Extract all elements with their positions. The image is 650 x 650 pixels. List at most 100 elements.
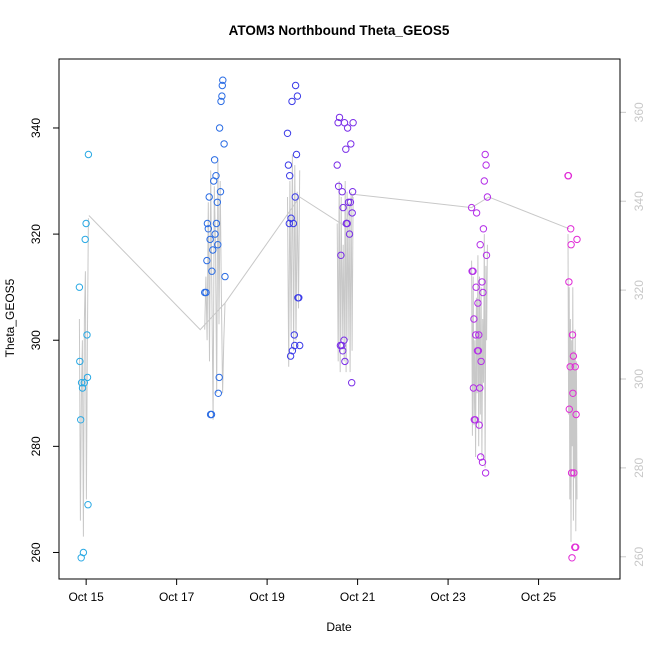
data-point [469, 267, 477, 275]
data-point [203, 219, 212, 228]
data-point [478, 458, 487, 466]
data-point [204, 225, 213, 233]
y-tick-label: 260 [29, 542, 43, 562]
data-point [84, 501, 92, 509]
data-point [570, 469, 578, 477]
x-tick-label: Oct 23 [430, 590, 466, 604]
data-point [208, 267, 216, 275]
data-point [472, 209, 481, 217]
data-point [207, 410, 216, 419]
data-point [567, 241, 575, 249]
data-point [348, 379, 356, 387]
data-point [479, 225, 488, 233]
data-point [481, 469, 490, 477]
data-point [470, 315, 478, 323]
axis-layer: 260 280 300 320 340 260 280 300 320 340 360 Oct 15 O… [29, 102, 646, 604]
data-point [476, 384, 484, 392]
data-point [565, 278, 573, 286]
x-tick-label: Oct 25 [521, 590, 557, 604]
data-point [210, 156, 219, 164]
data-point [483, 193, 492, 201]
right-y-tick-label: 340 [632, 191, 646, 211]
data-point [83, 331, 91, 339]
data-point [344, 198, 353, 207]
data-point [283, 129, 292, 138]
data-point [339, 347, 347, 355]
y-tick-label: 340 [29, 118, 43, 138]
data-point [286, 172, 294, 180]
chart-title: ATOM3 Northbound Theta_GEOS5 [229, 23, 450, 38]
data-point [482, 161, 490, 169]
data-point [340, 336, 348, 344]
data-point [216, 188, 225, 196]
data-point [80, 379, 89, 387]
data-point [203, 256, 211, 265]
y-tick-label: 320 [29, 224, 43, 244]
flight-profile-line [287, 154, 301, 367]
right-y-tick-label: 260 [632, 546, 646, 566]
data-point [219, 76, 227, 84]
x-tick-label: Oct 17 [159, 590, 195, 604]
plot-frame [58, 58, 621, 580]
data-point [481, 150, 489, 159]
data-point [215, 124, 224, 132]
data-point [334, 182, 343, 191]
y-axis-label: Theta_GEOS5 [3, 278, 17, 357]
data-point [565, 405, 573, 413]
data-point [568, 554, 576, 562]
data-point [291, 341, 299, 350]
data-point [343, 219, 351, 228]
data-point [218, 92, 226, 100]
data-point [477, 357, 485, 366]
data-point [82, 219, 90, 228]
right-y-tick-label: 360 [632, 102, 646, 122]
data-point [288, 97, 296, 106]
x-tick-label: Oct 21 [340, 590, 376, 604]
right-y-tick-label: 300 [632, 369, 646, 389]
data-point [341, 357, 349, 366]
data-point [75, 283, 84, 291]
data-point [337, 251, 345, 260]
data-point [291, 193, 299, 201]
data-point [220, 140, 228, 148]
right-y-tick-label: 320 [632, 280, 646, 300]
data-point [568, 331, 577, 339]
data-point [566, 363, 574, 371]
data-point [83, 373, 92, 382]
data-point [348, 188, 357, 196]
data-point [289, 219, 298, 228]
data-point [482, 251, 491, 260]
data-point [564, 172, 573, 180]
data-point [78, 384, 87, 392]
data-point [292, 150, 301, 159]
data-point [77, 379, 86, 387]
data-point [215, 373, 223, 382]
data-point [572, 410, 580, 419]
data-point [296, 341, 304, 350]
point-layer [75, 76, 581, 562]
data-point [474, 299, 482, 307]
data-point [209, 246, 217, 254]
data-point [218, 81, 227, 90]
data-point [479, 288, 487, 297]
data-point [349, 119, 357, 127]
data-point [474, 347, 483, 355]
data-point [471, 416, 479, 424]
data-point [212, 219, 221, 228]
data-point [571, 363, 579, 371]
data-point [333, 161, 341, 169]
data-point [472, 283, 480, 291]
data-point [569, 389, 577, 397]
data-point [295, 294, 303, 302]
y-tick-label: 280 [29, 436, 43, 456]
data-point [285, 219, 293, 228]
data-point [475, 331, 483, 339]
data-point [212, 172, 220, 180]
x-axis-label: Date [326, 620, 352, 634]
x-tick-label: Oct 19 [249, 590, 285, 604]
data-point [347, 140, 355, 148]
flight-profile-line [336, 180, 354, 373]
data-point [77, 554, 85, 562]
